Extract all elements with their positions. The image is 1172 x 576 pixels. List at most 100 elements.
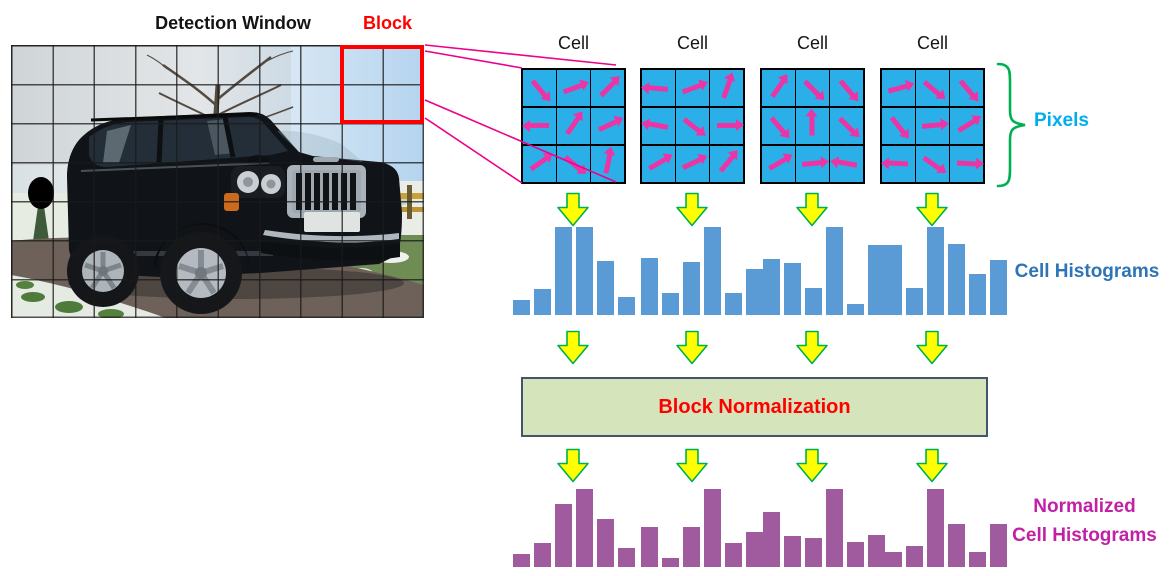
down-arrow-icon — [795, 330, 829, 365]
cell-histogram-3 — [763, 227, 885, 315]
pixel-cell — [882, 145, 915, 182]
pixel-cell — [796, 145, 829, 182]
histogram-bar — [555, 504, 572, 567]
histogram-bar — [868, 245, 885, 315]
pixel-cell — [796, 107, 829, 145]
gradient-arrow-icon — [648, 84, 669, 92]
gradient-arrow-icon — [922, 156, 943, 172]
histogram-bar — [683, 262, 700, 315]
pixel-cell — [676, 145, 709, 182]
histogram-bar — [597, 261, 614, 315]
histogram-bar — [725, 293, 742, 315]
cell-label-1: Cell — [557, 33, 589, 53]
histogram-bar — [885, 245, 902, 315]
down-arrow-icon — [675, 330, 709, 365]
normalized-label-line2: Cell Histograms — [1012, 525, 1157, 546]
pixel-cell — [591, 107, 624, 145]
gradient-arrow-icon — [529, 123, 550, 129]
cell-grid-3 — [760, 68, 865, 184]
histogram-bar — [948, 524, 965, 567]
gradient-arrow-icon — [563, 82, 584, 94]
down-arrow-icon — [675, 192, 709, 227]
pixel-cell — [762, 145, 795, 182]
gradient-arrow-icon — [836, 159, 857, 169]
histogram-bar — [641, 258, 658, 315]
histogram-bar — [784, 263, 801, 315]
cell-label-4: Cell — [916, 33, 948, 53]
pixel-cell — [642, 145, 675, 182]
histogram-bar — [704, 489, 721, 567]
down-arrow-icon — [915, 448, 949, 483]
histogram-bar — [763, 259, 780, 315]
detection-window-title: Detection Window — [155, 13, 311, 33]
pixel-cell — [796, 70, 829, 107]
down-arrow-icon — [556, 448, 590, 483]
gradient-arrow-icon — [922, 122, 943, 130]
pixel-cell — [557, 107, 590, 145]
gradient-arrow-icon — [956, 160, 977, 167]
down-arrow-icon — [795, 448, 829, 483]
cell-grid-2 — [640, 68, 745, 184]
gradient-arrow-icon — [716, 119, 744, 132]
gradient-arrow-icon — [769, 116, 787, 136]
gradient-arrow-icon — [530, 78, 548, 98]
cell-histogram-1 — [513, 227, 635, 315]
histogram-bar — [534, 543, 551, 567]
gradient-arrow-icon — [720, 77, 733, 99]
down-arrow-icon — [915, 192, 949, 227]
gradient-arrow-icon — [603, 153, 613, 175]
normalized-label-line1: Normalized — [1033, 496, 1136, 517]
gradient-arrow-icon — [648, 121, 669, 131]
histogram-bar — [576, 227, 593, 315]
gradient-arrow-icon — [923, 79, 942, 97]
pixel-cell — [950, 145, 983, 182]
pixel-cell — [642, 70, 675, 107]
down-arrow-icon — [556, 330, 590, 365]
gradient-arrow-icon — [890, 116, 907, 136]
histogram-bar — [868, 535, 885, 567]
cell-grid-1 — [521, 68, 626, 184]
block-normalization-label: Block Normalization — [658, 395, 851, 418]
histogram-bar — [641, 527, 658, 567]
block-rectangle — [340, 45, 424, 124]
pixel-cell — [950, 107, 983, 145]
histogram-bar — [826, 227, 843, 315]
pixel-cell — [557, 70, 590, 107]
cell-label-2: Cell — [676, 33, 708, 53]
cell-histogram-2 — [641, 227, 763, 315]
histogram-bar — [847, 304, 864, 315]
pixel-cell — [916, 107, 949, 145]
histogram-bar — [662, 558, 679, 567]
histogram-bar — [969, 274, 986, 315]
histogram-bar — [555, 227, 572, 315]
gradient-arrow-icon — [802, 160, 823, 168]
gradient-arrow-icon — [956, 118, 977, 134]
gradient-arrow-icon — [529, 156, 549, 172]
pixel-cell — [523, 145, 556, 182]
pixel-cell — [676, 107, 709, 145]
histogram-bar — [969, 552, 986, 567]
histogram-bar — [683, 527, 700, 567]
normalized-histogram-3 — [763, 489, 885, 567]
histogram-bar — [927, 489, 944, 567]
histogram-bar — [704, 227, 721, 315]
gradient-arrow-icon — [803, 79, 822, 97]
histogram-bar — [805, 288, 822, 315]
down-arrow-icon — [675, 448, 709, 483]
down-arrow-icon — [915, 330, 949, 365]
histogram-bar — [927, 227, 944, 315]
pixel-cell — [916, 70, 949, 107]
histogram-bar — [662, 293, 679, 315]
histogram-bar — [618, 297, 635, 315]
gradient-arrow-icon — [682, 82, 703, 94]
detection-window-grid — [11, 45, 424, 318]
pixel-cell — [950, 70, 983, 107]
pixel-cell — [523, 70, 556, 107]
histogram-bar — [990, 524, 1007, 567]
gradient-arrow-icon — [809, 115, 815, 136]
pixel-cell — [830, 107, 863, 145]
histogram-bar — [534, 289, 551, 315]
pixel-cell — [710, 70, 743, 107]
histogram-bar — [513, 554, 530, 567]
